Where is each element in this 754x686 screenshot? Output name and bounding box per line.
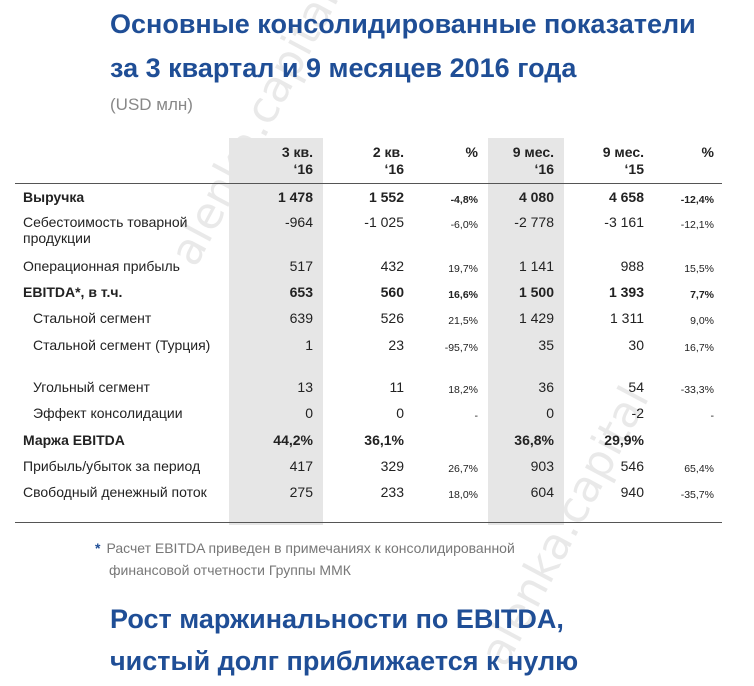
table-cell: 604 [530,484,554,500]
row-label: Операционная прибыль [23,258,180,274]
column-header-9m16: 9 мес. ‘16 [512,144,554,177]
table-cell: - [710,410,715,422]
table-cell: 560 [380,284,404,300]
table-cell: 940 [620,484,644,500]
row-label: Стальной сегмент [33,310,152,326]
table-cell: 526 [380,310,404,326]
column-highlight-3q16 [229,138,323,525]
table-cell: 16,6% [448,289,478,301]
table-cell: 15,5% [684,263,714,275]
table-cell: 1 393 [608,284,644,300]
table-cell: 18,0% [448,489,478,501]
table-cell: 35 [538,337,554,353]
table-cell: -12,1% [680,219,714,231]
column-header-9m15: 9 мес. ‘15 [602,144,644,177]
column-header-pct-9m: % [701,144,714,160]
table-cell: 903 [530,458,554,474]
table-cell: 1 478 [277,189,313,205]
table-cell: -964 [284,214,313,230]
table-cell: 1 500 [518,284,554,300]
subtitle-line-1: Рост маржинальности по EBITDA, [110,604,564,634]
table-cell: 11 [389,379,404,395]
table-cell: 0 [546,405,554,421]
table-cell: 1 311 [610,310,644,326]
table-cell: - [474,410,479,422]
column-header-pct-q: % [465,144,478,160]
table-cell: 275 [289,484,313,500]
title-line-2: за 3 квартал и 9 месяцев 2016 года [110,53,577,83]
table-cell: 36,1% [364,432,404,448]
table-cell: 9,0% [690,315,714,327]
footnote: * Расчет EBITDA приведен в примечаниях к … [95,537,515,581]
table-cell: 432 [380,258,404,274]
table-cell: 233 [380,484,404,500]
table-cell: 4 658 [608,189,644,205]
table-cell: 1 141 [518,258,554,274]
unit-label: (USD млн) [110,95,193,114]
subtitle-line-2: чистый долг приближается к нулю [110,646,579,676]
table-cell: 546 [620,458,644,474]
table-cell: 26,7% [448,463,478,475]
table-cell: 639 [289,310,313,326]
row-label: Выручка [23,189,85,205]
table-cell: 54 [628,379,644,395]
table-cell: 1 552 [368,189,404,205]
row-label: Себестоимость товарной продукции [23,214,188,246]
column-header-3q16: 3 кв. ‘16 [281,144,313,177]
table-cell: 1 429 [518,310,554,326]
column-highlight-9m16 [488,138,564,525]
table-cell: 36 [538,379,554,395]
column-header-2q16: 2 кв. ‘16 [372,144,404,177]
table-cell: 16,7% [684,342,714,354]
footnote-line-2: финансовой отчетности Группы ММК [109,562,351,578]
table-cell: 21,5% [448,315,478,327]
table-cell: 65,4% [684,463,714,475]
table-cell: 13 [297,379,313,395]
row-label: Стальной сегмент (Турция) [33,337,211,353]
row-label: Свободный денежный поток [23,484,207,500]
title-line-1: Основные консолидированные показатели [110,9,696,39]
table-cell: 4 080 [518,189,554,205]
table-cell: 329 [380,458,404,474]
table-cell: 517 [289,258,313,274]
table-cell: 18,2% [448,384,478,396]
row-label: Маржа EBITDA [23,432,125,448]
table-cell: -35,7% [680,489,714,501]
table-cell: 44,2% [273,432,313,448]
table-bottom-rule [15,522,722,523]
footnote-line-1: Расчет EBITDA приведен в примечаниях к к… [106,540,515,556]
table-cell: 1 [305,337,313,353]
table-cell: 29,9% [604,432,644,448]
row-label: Угольный сегмент [33,379,150,395]
table-cell: -33,3% [680,384,714,396]
table-cell: 7,7% [690,289,714,301]
table-cell: -95,7% [444,342,478,354]
section-subtitle: Рост маржинальности по EBITDA, чистый до… [110,598,578,682]
table-cell: -3 161 [604,214,644,230]
table-cell: -1 025 [364,214,404,230]
row-label: EBITDA*, в т.ч. [23,284,123,300]
table-cell: 653 [289,284,313,300]
page-title: Основные консолидированные показатели за… [110,2,696,90]
footnote-star: * [95,540,101,556]
row-label: Эффект консолидации [33,405,183,421]
table-cell: 0 [396,405,404,421]
table-cell: 0 [305,405,313,421]
table-cell: 23 [388,337,404,353]
table-cell: 36,8% [514,432,554,448]
table-cell: -2 [631,405,644,421]
table-cell: -12,4% [680,194,714,206]
table-cell: -4,8% [450,194,478,206]
table-cell: 19,7% [448,263,478,275]
row-label: Прибыль/убыток за период [23,458,201,474]
table-cell: 988 [620,258,644,274]
table-cell: 417 [289,458,313,474]
table-cell: -2 778 [514,214,554,230]
table-header-rule [15,183,722,184]
table-cell: 30 [628,337,644,353]
table-cell: -6,0% [450,219,478,231]
